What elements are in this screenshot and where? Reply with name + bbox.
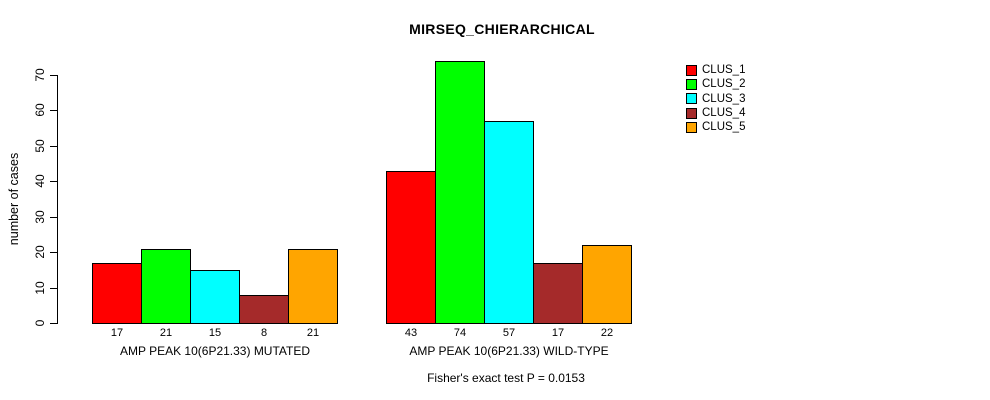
y-axis-line <box>57 75 58 324</box>
bar-value-label: 15 <box>208 327 222 339</box>
y-tick-mark <box>50 181 57 183</box>
legend-label: CLUS_3 <box>702 92 746 105</box>
subtitle-pvalue: Fisher's exact test P = 0.0153 <box>427 371 585 385</box>
legend-item: CLUS_1 <box>686 63 745 77</box>
bar-value-label: 8 <box>260 327 268 339</box>
bar-value-label: 74 <box>453 327 467 339</box>
y-tick-mark <box>50 323 57 324</box>
legend-swatch <box>686 107 697 119</box>
legend-item: CLUS_4 <box>686 106 745 120</box>
bar-value-label: 21 <box>306 327 320 339</box>
bar-value-label: 43 <box>404 327 418 339</box>
y-tick-mark <box>50 252 57 254</box>
bar-value-label: 17 <box>110 327 124 339</box>
legend-item: CLUS_5 <box>686 120 745 134</box>
bar-value-label: 21 <box>159 327 173 339</box>
bar-clus_5-group1 <box>288 248 338 324</box>
bar-clus_2-group2 <box>435 60 485 324</box>
bar-value-label: 57 <box>502 327 516 339</box>
bar-value-label: 17 <box>551 327 565 339</box>
bar-clus_1-group1 <box>92 262 142 324</box>
legend: CLUS_1 CLUS_2 CLUS_3 CLUS_4 CLUS_5 <box>686 63 745 134</box>
legend-item: CLUS_3 <box>686 92 745 106</box>
chart-title: MIRSEQ_CHIERARCHICAL <box>409 21 595 37</box>
y-axis-label: number of cases <box>7 152 21 246</box>
y-tick-label: 70 <box>33 68 47 82</box>
bar-value-label: 22 <box>600 327 614 339</box>
legend-swatch <box>686 93 697 105</box>
bar-clus_3-group2 <box>484 121 534 324</box>
bar-clus_4-group1 <box>239 294 289 324</box>
legend-label: CLUS_1 <box>702 64 746 77</box>
group-label: AMP PEAK 10(6P21.33) WILD-TYPE <box>409 344 609 358</box>
y-tick-mark <box>50 216 57 218</box>
y-tick-label: 40 <box>33 174 47 188</box>
legend-swatch <box>686 64 697 76</box>
y-tick-label: 20 <box>33 245 47 259</box>
legend-item: CLUS_2 <box>686 77 745 91</box>
legend-swatch <box>686 121 697 133</box>
legend-swatch <box>686 78 697 90</box>
bar-clus_4-group2 <box>533 262 583 324</box>
y-tick-label: 30 <box>33 210 47 224</box>
legend-label: CLUS_2 <box>702 78 746 91</box>
legend-label: CLUS_4 <box>702 107 746 120</box>
group-label: AMP PEAK 10(6P21.33) MUTATED <box>119 344 311 358</box>
y-tick-label: 60 <box>33 103 47 118</box>
y-tick-mark <box>50 110 57 112</box>
bar-clus_3-group1 <box>190 269 240 324</box>
y-tick-label: 50 <box>33 139 47 153</box>
bar-clus_2-group1 <box>141 248 191 324</box>
y-tick-mark <box>50 145 57 147</box>
y-tick-label: 0 <box>33 319 47 327</box>
y-tick-mark <box>50 75 57 76</box>
legend-label: CLUS_5 <box>702 121 746 134</box>
y-tick-mark <box>50 287 57 289</box>
bar-clus_5-group2 <box>582 245 632 324</box>
bar-clus_1-group2 <box>386 170 436 324</box>
y-tick-label: 10 <box>33 280 47 295</box>
